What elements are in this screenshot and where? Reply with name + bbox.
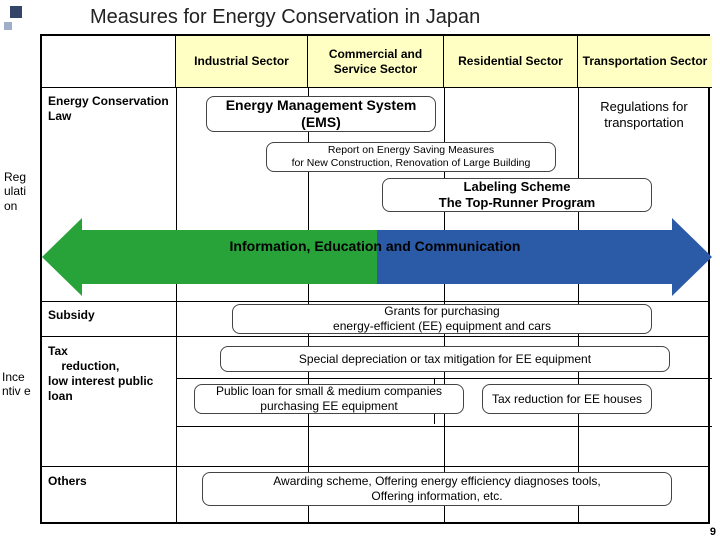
rowlabel-others: Others [42,470,176,493]
iec-arrows [42,218,712,298]
box-reg-trans: Regulations for transportation [582,98,706,132]
box-public-loan: Public loan for small & medium companies… [194,384,464,414]
box-awarding: Awarding scheme, Offering energy efficie… [202,472,672,506]
iec-label: Information, Education and Communication [42,238,708,254]
grid-hline [42,336,708,337]
grid-hline-inner [176,426,712,427]
grid-vline [176,88,177,522]
box-report: Report on Energy Saving Measures for New… [266,142,556,172]
rowlabel-tax-text: Tax reduction,low interest public loan [48,344,153,403]
header-industrial: Industrial Sector [176,36,308,88]
page-title: Measures for Energy Conservation in Japa… [90,6,480,29]
grid-hline [42,301,708,302]
header-commercial: Commercial and Service Sector [308,36,444,88]
grid-hline [42,466,708,467]
arrow-right-blue [377,218,712,296]
header-residential: Residential Sector [444,36,578,88]
matrix-frame: Industrial Sector Commercial and Service… [40,34,710,524]
header-transportation: Transportation Sector [578,36,712,88]
page-number: 9 [710,526,716,538]
side-accent [0,0,34,540]
arrow-left-green [42,218,377,296]
rowlabel-tax: Tax reduction,low interest public loan [42,340,176,408]
box-tax-reduction: Tax reduction for EE houses [482,384,652,414]
category-regulation: Reg ulati on [4,170,40,213]
box-ems: Energy Management System (EMS) [206,96,436,132]
box-labeling: Labeling Scheme The Top-Runner Program [382,178,652,212]
box-grants: Grants for purchasing energy-efficient (… [232,304,652,334]
header-blank [42,36,176,88]
rowlabel-ec-law: Energy Conservation Law [42,90,176,128]
category-incentive: Ince ntiv e [2,370,38,399]
grid-hline-inner [176,378,712,379]
accent-square-dark [10,6,22,18]
box-depreciation: Special depreciation or tax mitigation f… [220,346,670,372]
rowlabel-subsidy: Subsidy [42,304,176,327]
accent-square-light [4,22,12,30]
